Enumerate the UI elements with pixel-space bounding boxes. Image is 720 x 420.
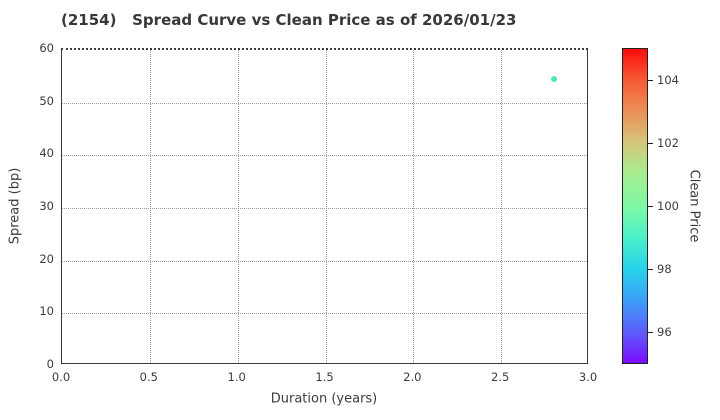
x-tick-label: 1.0 — [227, 370, 246, 384]
y-tick-label: 40 — [39, 146, 54, 161]
chart-title: (2154) Spread Curve vs Clean Price as of… — [61, 11, 517, 29]
x-axis-label: Duration (years) — [270, 391, 378, 407]
y-gridline — [62, 102, 587, 104]
colorbar-tick-label: 98 — [657, 262, 672, 277]
x-tick-label: 1.5 — [315, 370, 334, 384]
x-gridline — [325, 50, 327, 363]
y-axis-label: Spread (bp) — [7, 167, 23, 245]
colorbar-tick-mark — [648, 79, 653, 81]
colorbar-label: Clean Price — [686, 169, 702, 243]
y-gridline — [62, 313, 587, 315]
y-tick-label: 60 — [39, 41, 54, 55]
y-gridline — [62, 155, 587, 157]
data-point — [550, 75, 557, 82]
y-tick-label: 0 — [46, 357, 54, 371]
x-gridline — [149, 50, 151, 363]
y-tick-label: 20 — [39, 251, 54, 266]
y-gridline — [62, 260, 587, 262]
colorbar-tick-mark — [648, 332, 653, 334]
x-gridline — [501, 50, 503, 363]
x-tick-label: 3.0 — [578, 370, 598, 384]
colorbar-tick-mark — [648, 269, 653, 271]
y-gridline — [62, 208, 587, 209]
x-tick-label: 2.0 — [403, 370, 422, 384]
x-tick-label: 0.5 — [139, 370, 158, 384]
plot-area — [61, 48, 588, 364]
colorbar — [622, 48, 648, 364]
colorbar-tick-label: 104 — [657, 72, 679, 87]
colorbar-tick-mark — [648, 142, 653, 144]
x-tick-label: 0.0 — [51, 370, 71, 384]
colorbar-tick-mark — [648, 206, 653, 207]
colorbar-tick-label: 100 — [657, 199, 679, 213]
x-tick-label: 2.5 — [491, 370, 510, 384]
y-tick-label: 10 — [39, 304, 54, 319]
x-gridline — [413, 50, 415, 363]
y-tick-label: 30 — [39, 199, 54, 213]
y-tick-label: 50 — [39, 93, 54, 108]
colorbar-tick-label: 96 — [657, 325, 672, 340]
x-gridline — [237, 50, 239, 363]
colorbar-tick-label: 102 — [657, 135, 679, 150]
